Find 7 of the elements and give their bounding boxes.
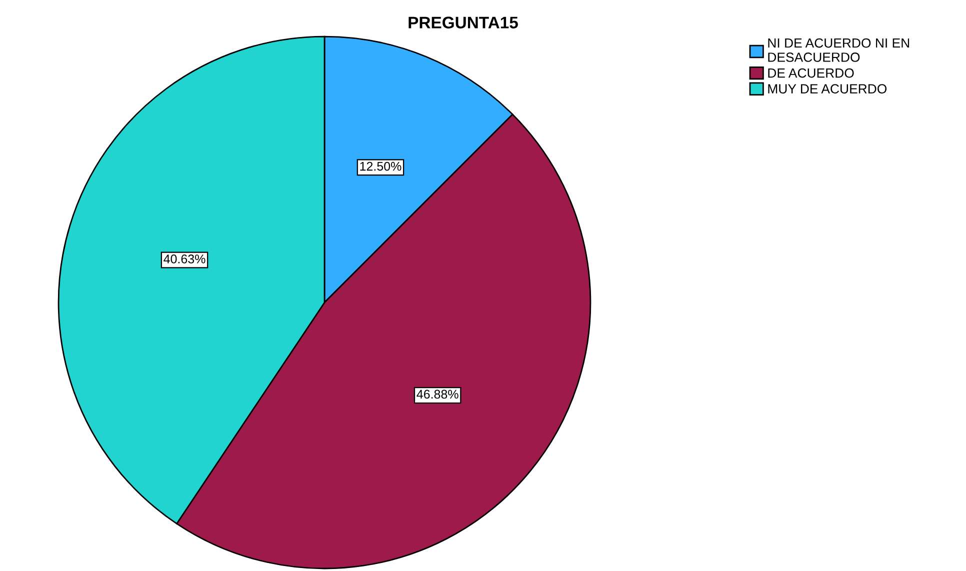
legend-label: DE ACUERDO: [768, 68, 854, 78]
legend-label: NI DE ACUERDO NI EN DESACUERDO: [768, 38, 910, 62]
data-label: 46.88%: [416, 390, 458, 399]
chart-title: PREGUNTA15: [408, 16, 518, 28]
data-label: 12.50%: [360, 162, 402, 171]
data-label: 40.63%: [164, 254, 206, 264]
legend-label: MUY DE ACUERDO: [768, 84, 887, 94]
